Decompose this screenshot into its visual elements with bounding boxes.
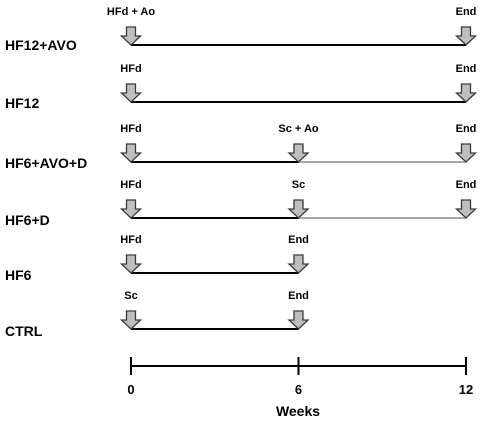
- group-label: HF6+D: [5, 212, 50, 228]
- down-arrow-icon: [119, 83, 143, 103]
- timeline-row: HF12+AVO HFd + Ao End: [5, 6, 478, 53]
- event-label: HFd: [120, 63, 141, 75]
- timeline-row: HF6 HFd End: [5, 234, 310, 283]
- down-arrow-icon: [119, 143, 143, 163]
- timeline-row: HF12 HFd End: [5, 63, 478, 111]
- event-label: Sc: [292, 179, 305, 191]
- group-label: HF12+AVO: [5, 37, 77, 53]
- event-label: HFd: [120, 179, 141, 191]
- event-label: HFd + Ao: [107, 6, 155, 18]
- down-arrow-icon: [119, 310, 143, 330]
- down-arrow-icon: [287, 143, 310, 163]
- event-label: End: [456, 63, 477, 75]
- group-label: CTRL: [5, 323, 43, 339]
- down-arrow-icon: [287, 310, 310, 330]
- event-label: HFd: [120, 123, 141, 135]
- event-label: HFd: [120, 234, 141, 246]
- weeks-axis: 0 6 12 Weeks: [127, 357, 473, 419]
- event-label: End: [456, 123, 477, 135]
- down-arrow-icon: [287, 199, 310, 219]
- tick-label: 6: [295, 382, 302, 397]
- axis-title: Weeks: [276, 403, 320, 419]
- event-label: End: [288, 290, 309, 302]
- event-label: Sc + Ao: [278, 123, 319, 135]
- group-label: HF6+AVO+D: [5, 155, 87, 171]
- down-arrow-icon: [454, 199, 478, 219]
- down-arrow-icon: [119, 199, 143, 219]
- down-arrow-icon: [287, 254, 310, 274]
- event-label: End: [288, 234, 309, 246]
- timeline-row: HF6+AVO+D HFd Sc + Ao End: [5, 123, 478, 171]
- event-label: End: [456, 179, 477, 191]
- group-label: HF12: [5, 95, 39, 111]
- down-arrow-icon: [454, 83, 478, 103]
- down-arrow-icon: [119, 254, 143, 274]
- down-arrow-icon: [454, 143, 478, 163]
- timeline-row: CTRL Sc End: [5, 290, 310, 339]
- group-label: HF6: [5, 267, 32, 283]
- tick-label: 12: [459, 382, 473, 397]
- timeline-row: HF6+D HFd Sc End: [5, 179, 478, 228]
- event-label: Sc: [124, 290, 137, 302]
- tick-label: 0: [127, 382, 134, 397]
- event-label: End: [456, 6, 477, 18]
- down-arrow-icon: [119, 26, 143, 46]
- down-arrow-icon: [454, 26, 478, 46]
